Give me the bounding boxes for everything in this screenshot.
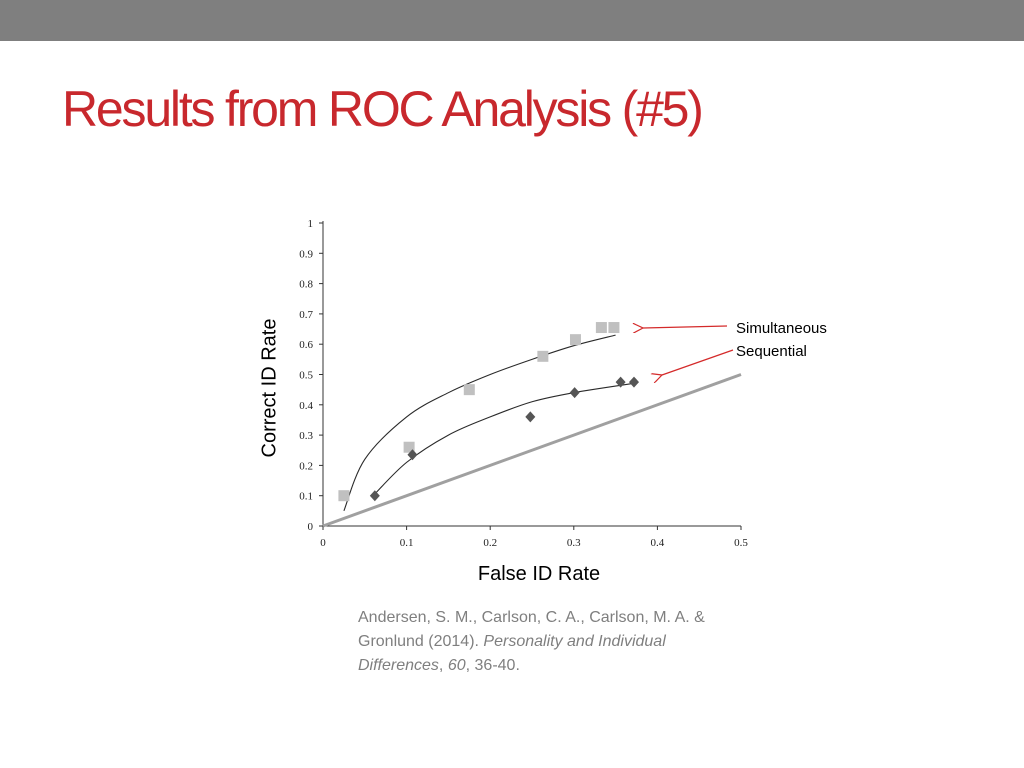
y-tick-label: 0.8 bbox=[299, 279, 313, 291]
y-tick: 0 bbox=[308, 521, 323, 533]
point-sequential bbox=[525, 411, 536, 423]
point-simultaneous bbox=[608, 322, 620, 334]
point-sequential bbox=[569, 387, 580, 399]
point-simultaneous bbox=[403, 441, 415, 453]
citation-journal: Personality and Individual bbox=[483, 633, 666, 650]
y-tick-label: 0.5 bbox=[299, 370, 313, 382]
y-axis-label: Correct ID Rate bbox=[258, 318, 281, 458]
y-tick: 0.9 bbox=[299, 248, 323, 260]
x-tick-label: 0.2 bbox=[483, 537, 497, 549]
x-tick: 0.2 bbox=[483, 526, 497, 549]
point-sequential bbox=[369, 490, 380, 502]
x-tick-label: 0 bbox=[320, 537, 326, 549]
citation: Andersen, S. M., Carlson, C. A., Carlson… bbox=[358, 606, 758, 678]
point-simultaneous bbox=[595, 322, 607, 334]
y-tick: 0.1 bbox=[299, 491, 323, 503]
y-tick: 0.6 bbox=[299, 339, 323, 351]
citation-journal-cont: Differences bbox=[358, 657, 439, 674]
chart-axes: 0 0.1 0.2 0.3 0.4 0.5 0.6 0.7 0.8 0.9 1 0 0.1 0.2 0.3 0… bbox=[299, 218, 748, 549]
y-tick-label: 0.6 bbox=[299, 339, 313, 351]
y-tick-label: 0.4 bbox=[299, 400, 313, 412]
y-tick: 0.8 bbox=[299, 279, 323, 291]
sequential-arrow bbox=[662, 349, 734, 375]
x-tick: 0 bbox=[320, 526, 326, 549]
citation-volume: 60 bbox=[447, 657, 466, 674]
y-tick: 0.7 bbox=[299, 309, 323, 321]
data-points bbox=[338, 322, 639, 502]
y-tick: 0.2 bbox=[299, 460, 323, 472]
x-tick: 0.3 bbox=[567, 526, 581, 549]
x-tick-label: 0.1 bbox=[400, 537, 414, 549]
slide-title: Results from ROC Analysis (#5) bbox=[62, 81, 704, 137]
citation-comma: , bbox=[438, 657, 444, 674]
point-sequential bbox=[615, 376, 626, 388]
y-tick-label: 0 bbox=[308, 521, 314, 533]
chance-line-group bbox=[322, 373, 742, 528]
x-tick-label: 0.5 bbox=[734, 537, 748, 549]
simultaneous-arrow bbox=[643, 326, 728, 328]
x-tick-label: 0.4 bbox=[651, 537, 665, 549]
x-tick: 0.5 bbox=[734, 526, 748, 549]
point-sequential bbox=[407, 449, 418, 461]
citation-authors: Andersen, S. M., Carlson, C. A., Carlson… bbox=[358, 609, 705, 626]
fit-curve-sequential bbox=[372, 383, 633, 497]
point-simultaneous bbox=[463, 384, 475, 396]
citation-year: Gronlund (2014). bbox=[358, 633, 479, 650]
legend-simultaneous: Simultaneous bbox=[736, 320, 827, 337]
y-tick-label: 0.1 bbox=[299, 491, 313, 503]
point-sequential bbox=[628, 376, 639, 388]
fit-curve-simultaneous bbox=[343, 334, 616, 512]
y-tick-label: 0.3 bbox=[299, 430, 313, 442]
top-bar bbox=[0, 0, 1024, 41]
fit-curves bbox=[343, 334, 633, 512]
y-tick: 0.3 bbox=[299, 430, 323, 442]
point-simultaneous bbox=[338, 490, 350, 502]
y-tick-label: 0.7 bbox=[299, 309, 313, 321]
chance-line bbox=[322, 373, 742, 528]
y-tick: 1 bbox=[308, 218, 323, 230]
x-axis-label: False ID Rate bbox=[477, 563, 601, 585]
y-tick-label: 0.2 bbox=[299, 460, 313, 472]
y-tick-label: 1 bbox=[308, 218, 314, 230]
legend-sequential: Sequential bbox=[736, 343, 807, 360]
citation-pages: , 36-40. bbox=[465, 657, 520, 674]
y-tick-label: 0.9 bbox=[299, 248, 313, 260]
x-tick-label: 0.3 bbox=[567, 537, 581, 549]
x-tick: 0.4 bbox=[651, 526, 665, 549]
x-tick: 0.1 bbox=[400, 526, 414, 549]
point-simultaneous bbox=[569, 334, 581, 346]
y-tick: 0.5 bbox=[299, 370, 323, 382]
y-tick: 0.4 bbox=[299, 400, 323, 412]
point-simultaneous bbox=[537, 350, 549, 362]
